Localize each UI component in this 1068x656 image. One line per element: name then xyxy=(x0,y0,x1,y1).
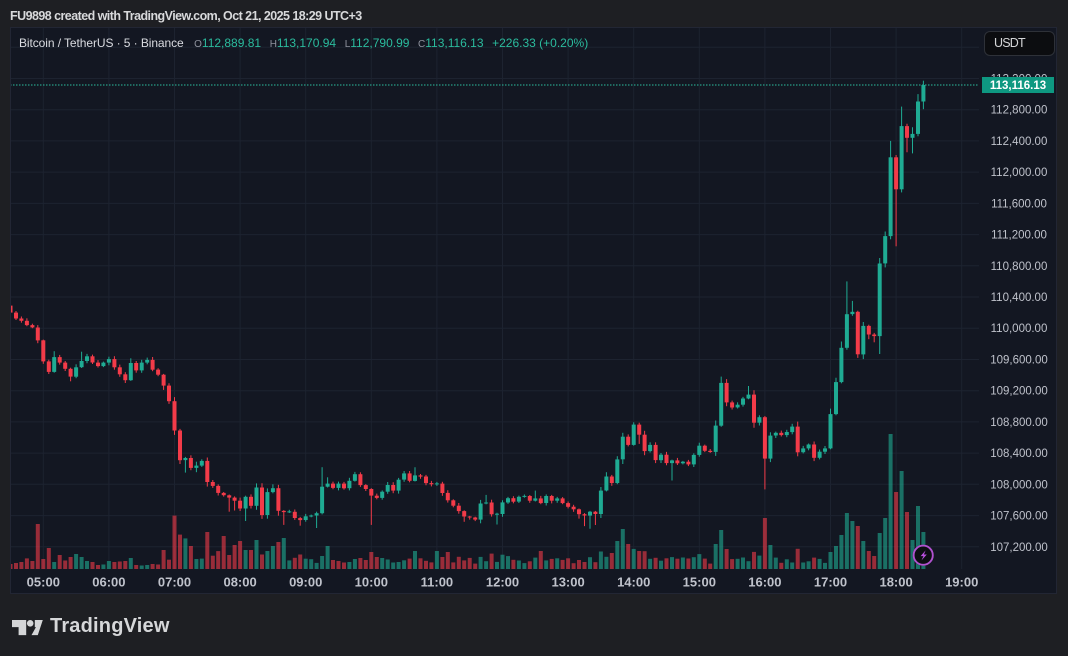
svg-text:109,200.00: 109,200.00 xyxy=(990,386,1048,398)
svg-text:113,116.13: 113,116.13 xyxy=(990,80,1046,92)
svg-text:05:00: 05:00 xyxy=(27,575,60,590)
svg-text:112,000.00: 112,000.00 xyxy=(991,167,1048,179)
svg-text:110,000.00: 110,000.00 xyxy=(991,323,1048,335)
svg-text:111,200.00: 111,200.00 xyxy=(991,230,1047,242)
svg-text:18:00: 18:00 xyxy=(879,575,912,590)
svg-text:111,600.00: 111,600.00 xyxy=(991,198,1047,210)
svg-text:17:00: 17:00 xyxy=(814,575,847,590)
svg-text:11:00: 11:00 xyxy=(421,575,454,590)
svg-text:12:00: 12:00 xyxy=(486,575,519,590)
svg-text:112,400.00: 112,400.00 xyxy=(991,136,1048,148)
svg-text:19:00: 19:00 xyxy=(945,575,978,590)
svg-text:06:00: 06:00 xyxy=(92,575,125,590)
svg-text:107,600.00: 107,600.00 xyxy=(990,511,1048,523)
svg-text:108,800.00: 108,800.00 xyxy=(990,417,1048,429)
svg-text:14:00: 14:00 xyxy=(617,575,650,590)
svg-text:110,400.00: 110,400.00 xyxy=(991,292,1048,304)
svg-text:109,600.00: 109,600.00 xyxy=(990,355,1048,367)
svg-text:107,200.00: 107,200.00 xyxy=(990,542,1048,554)
svg-text:07:00: 07:00 xyxy=(158,575,191,590)
svg-text:10:00: 10:00 xyxy=(355,575,388,590)
svg-text:108,400.00: 108,400.00 xyxy=(990,448,1048,460)
svg-text:09:00: 09:00 xyxy=(289,575,322,590)
svg-text:16:00: 16:00 xyxy=(748,575,781,590)
svg-text:112,800.00: 112,800.00 xyxy=(991,105,1048,117)
svg-text:108,000.00: 108,000.00 xyxy=(990,479,1048,491)
svg-text:110,800.00: 110,800.00 xyxy=(991,261,1048,273)
svg-text:13:00: 13:00 xyxy=(551,575,584,590)
svg-text:08:00: 08:00 xyxy=(223,575,256,590)
svg-text:15:00: 15:00 xyxy=(683,575,716,590)
